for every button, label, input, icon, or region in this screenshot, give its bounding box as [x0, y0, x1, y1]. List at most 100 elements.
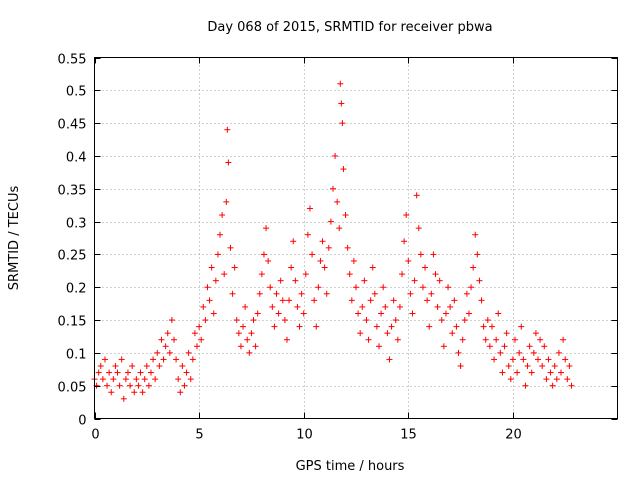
data-point — [275, 310, 282, 317]
data-point — [361, 277, 368, 284]
data-point — [104, 382, 111, 389]
data-point — [271, 323, 278, 330]
data-point — [183, 369, 190, 376]
data-point — [353, 284, 359, 291]
data-point — [491, 356, 498, 363]
data-point — [233, 317, 240, 324]
data-point — [254, 310, 261, 317]
data-point — [315, 284, 322, 291]
data-point — [426, 323, 433, 330]
data-point — [549, 382, 556, 389]
data-point — [231, 264, 238, 271]
y-axis-label: SRMTID / TECUs — [7, 186, 22, 291]
data-point — [401, 238, 408, 245]
data-point — [168, 317, 175, 324]
data-point — [281, 317, 288, 324]
x-tick-label: 15 — [400, 428, 417, 443]
data-point — [150, 356, 157, 363]
data-point — [359, 303, 366, 310]
data-point — [493, 336, 500, 343]
data-point — [551, 362, 558, 369]
data-point — [242, 303, 249, 310]
data-point — [112, 362, 119, 369]
data-point — [309, 251, 316, 258]
data-point — [560, 336, 567, 343]
data-point — [298, 290, 305, 297]
data-point — [279, 297, 286, 304]
data-point — [334, 198, 341, 205]
data-point — [516, 349, 523, 356]
x-tick-label: 10 — [296, 428, 313, 443]
data-point — [432, 271, 439, 278]
data-point — [240, 323, 247, 330]
data-point — [511, 336, 518, 343]
data-point — [390, 297, 397, 304]
data-point — [187, 376, 194, 383]
data-point — [373, 323, 380, 330]
data-point — [566, 362, 573, 369]
data-point — [229, 290, 236, 297]
data-point — [505, 362, 512, 369]
y-tick-label: 0.45 — [58, 118, 87, 133]
data-point — [137, 369, 144, 376]
data-point — [110, 376, 117, 383]
axes — [94, 57, 618, 419]
data-point — [191, 330, 198, 337]
data-point — [135, 382, 142, 389]
data-point — [323, 290, 330, 297]
data-point — [555, 349, 562, 356]
grid — [94, 57, 618, 419]
data-point — [116, 382, 123, 389]
data-point — [380, 284, 387, 291]
data-point — [407, 290, 414, 297]
data-point — [181, 382, 188, 389]
data-point — [497, 349, 504, 356]
data-point — [141, 376, 148, 383]
data-point — [204, 284, 211, 291]
data-point — [428, 290, 435, 297]
data-point — [394, 336, 401, 343]
data-point — [200, 303, 207, 310]
data-point — [292, 277, 299, 284]
data-point — [499, 369, 506, 376]
data-point — [224, 126, 231, 133]
data-point — [564, 376, 571, 383]
data-point — [225, 159, 232, 166]
data-point — [302, 271, 309, 278]
data-point — [325, 244, 332, 251]
x-axis-label: GPS time / hours — [296, 459, 405, 474]
data-point — [482, 336, 489, 343]
data-point — [235, 330, 242, 337]
data-point — [175, 376, 182, 383]
data-point — [329, 185, 336, 192]
data-point — [319, 238, 326, 245]
data-point — [436, 277, 443, 284]
data-point — [311, 297, 318, 304]
data-point — [250, 317, 257, 324]
data-point — [457, 362, 464, 369]
data-point — [139, 389, 146, 396]
data-point — [539, 362, 546, 369]
data-point — [336, 225, 343, 232]
data-points — [91, 80, 575, 402]
y-axis-ticks: 0 0.05 0.1 0.15 0.2 0.25 0.3 0.35 0.4 0.45 0.5 0.55 — [58, 53, 618, 429]
data-point — [327, 218, 334, 225]
y-tick-label: 0.05 — [58, 381, 87, 396]
data-point — [131, 389, 138, 396]
data-point — [474, 251, 481, 258]
data-point — [101, 356, 108, 363]
data-point — [185, 349, 192, 356]
data-point — [267, 284, 274, 291]
data-point — [206, 297, 213, 304]
data-point — [114, 369, 121, 376]
data-point — [409, 310, 416, 317]
data-point — [430, 251, 437, 258]
data-point — [455, 349, 462, 356]
data-point — [507, 376, 514, 383]
data-point — [129, 362, 136, 369]
data-point — [321, 264, 328, 271]
data-point — [424, 297, 431, 304]
x-tick-label: 5 — [195, 428, 203, 443]
data-point — [156, 362, 163, 369]
data-point — [545, 356, 552, 363]
